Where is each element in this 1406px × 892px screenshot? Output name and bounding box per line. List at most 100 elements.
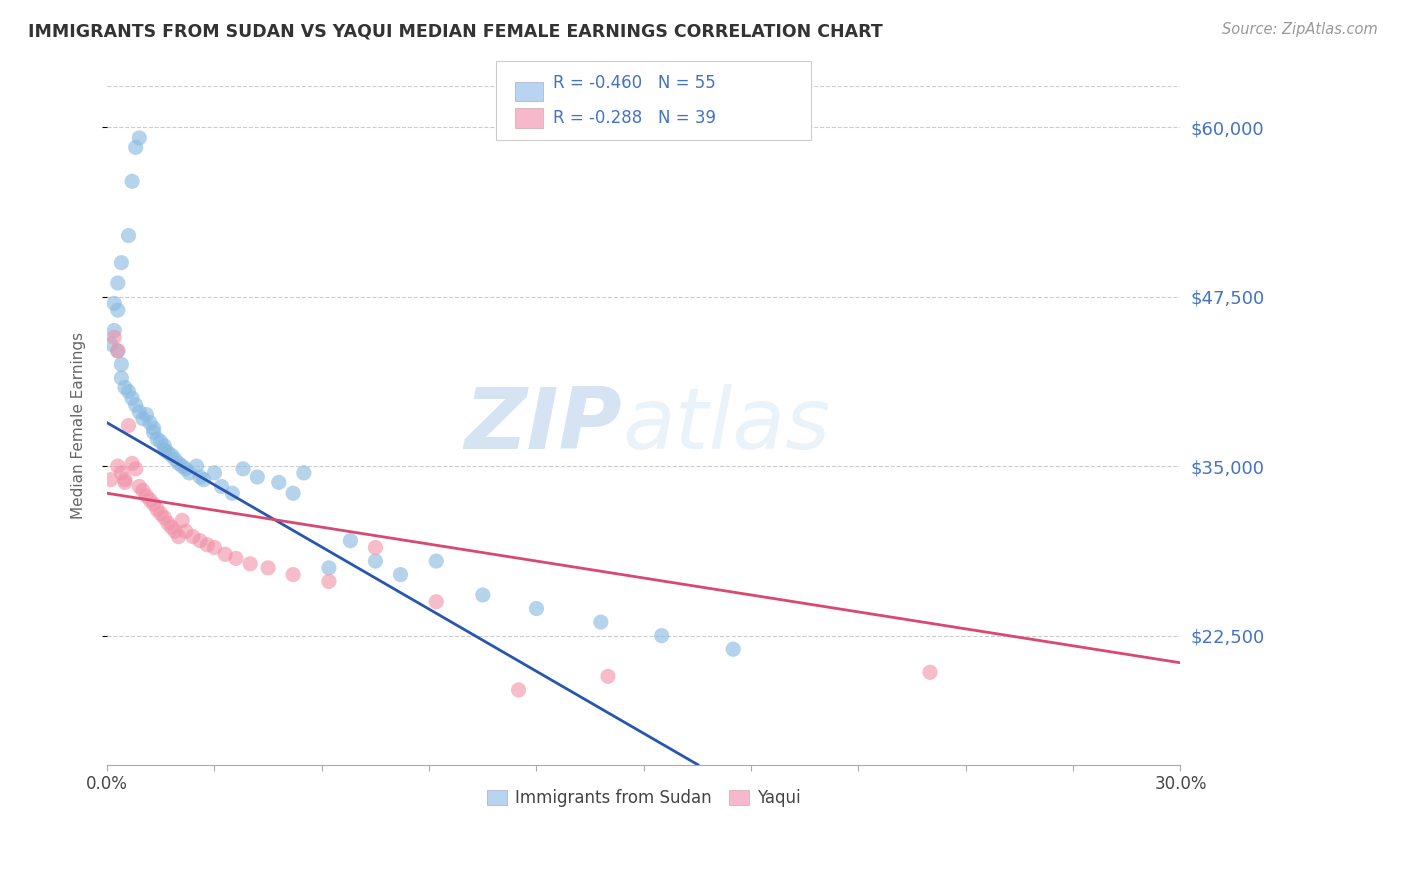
Point bbox=[103, 324, 125, 338]
Point bbox=[172, 513, 194, 527]
Point bbox=[110, 466, 132, 480]
Point bbox=[142, 425, 165, 440]
Point bbox=[918, 665, 941, 680]
Point bbox=[156, 516, 179, 530]
Point bbox=[318, 561, 340, 575]
Point bbox=[128, 405, 150, 419]
Point bbox=[174, 524, 197, 539]
Point bbox=[188, 533, 211, 548]
Text: ZIP: ZIP bbox=[465, 384, 623, 467]
Point bbox=[267, 475, 290, 490]
Point bbox=[181, 530, 204, 544]
Y-axis label: Median Female Earnings: Median Female Earnings bbox=[72, 332, 86, 519]
Point bbox=[202, 541, 225, 555]
Point bbox=[110, 358, 132, 372]
Point bbox=[292, 466, 315, 480]
Point bbox=[110, 371, 132, 385]
Point bbox=[125, 398, 148, 412]
Point bbox=[281, 567, 304, 582]
Point bbox=[100, 473, 122, 487]
Text: Source: ZipAtlas.com: Source: ZipAtlas.com bbox=[1222, 22, 1378, 37]
Point bbox=[121, 457, 143, 471]
Point bbox=[135, 489, 157, 503]
Point bbox=[526, 601, 548, 615]
Text: R = -0.288   N = 39: R = -0.288 N = 39 bbox=[553, 109, 716, 127]
Point bbox=[149, 434, 172, 449]
Point bbox=[651, 629, 673, 643]
Legend: Immigrants from Sudan, Yaqui: Immigrants from Sudan, Yaqui bbox=[481, 782, 807, 814]
Point bbox=[167, 530, 190, 544]
Point bbox=[125, 140, 148, 154]
Point bbox=[153, 439, 176, 453]
Point bbox=[186, 459, 208, 474]
Point bbox=[121, 392, 143, 406]
Point bbox=[589, 615, 612, 629]
Point bbox=[139, 493, 162, 508]
Point bbox=[156, 445, 179, 459]
Point bbox=[128, 479, 150, 493]
Point bbox=[389, 567, 412, 582]
Point bbox=[107, 303, 129, 318]
Point bbox=[364, 554, 387, 568]
Point bbox=[142, 421, 165, 435]
Point bbox=[146, 502, 169, 516]
Point bbox=[195, 538, 218, 552]
Point bbox=[121, 174, 143, 188]
Point bbox=[107, 343, 129, 358]
Point bbox=[174, 462, 197, 476]
Text: IMMIGRANTS FROM SUDAN VS YAQUI MEDIAN FEMALE EARNINGS CORRELATION CHART: IMMIGRANTS FROM SUDAN VS YAQUI MEDIAN FE… bbox=[28, 22, 883, 40]
Point bbox=[107, 276, 129, 290]
Point bbox=[179, 466, 201, 480]
Point bbox=[160, 520, 183, 534]
Point bbox=[318, 574, 340, 589]
Point bbox=[142, 497, 165, 511]
Point bbox=[425, 595, 447, 609]
Point bbox=[221, 486, 243, 500]
Point bbox=[723, 642, 745, 657]
Point bbox=[232, 462, 254, 476]
Point bbox=[149, 507, 172, 521]
Point bbox=[364, 541, 387, 555]
Point bbox=[146, 432, 169, 446]
Point bbox=[339, 533, 361, 548]
Point bbox=[425, 554, 447, 568]
Point bbox=[165, 452, 187, 467]
Point bbox=[153, 442, 176, 457]
Point bbox=[114, 380, 136, 394]
Point bbox=[508, 682, 530, 697]
Point bbox=[281, 486, 304, 500]
Point bbox=[596, 669, 619, 683]
Point bbox=[110, 255, 132, 269]
Point bbox=[132, 411, 155, 425]
Point bbox=[225, 551, 247, 566]
Point bbox=[246, 470, 269, 484]
Point bbox=[107, 459, 129, 474]
Point bbox=[165, 524, 187, 539]
Point bbox=[125, 462, 148, 476]
Point bbox=[132, 483, 155, 498]
Point bbox=[103, 296, 125, 310]
Point bbox=[214, 547, 236, 561]
Point bbox=[139, 416, 162, 430]
Point bbox=[172, 459, 194, 474]
Point bbox=[167, 457, 190, 471]
Point bbox=[117, 418, 139, 433]
Text: R = -0.460   N = 55: R = -0.460 N = 55 bbox=[553, 74, 716, 92]
Point bbox=[153, 510, 176, 524]
Point bbox=[103, 330, 125, 344]
Point bbox=[160, 448, 183, 462]
Point bbox=[107, 343, 129, 358]
Point bbox=[117, 384, 139, 399]
Point bbox=[114, 473, 136, 487]
Point bbox=[135, 408, 157, 422]
Point bbox=[114, 475, 136, 490]
Point bbox=[100, 337, 122, 351]
Point bbox=[202, 466, 225, 480]
Point bbox=[471, 588, 494, 602]
Point bbox=[188, 470, 211, 484]
Point bbox=[117, 228, 139, 243]
Point bbox=[193, 473, 215, 487]
Text: atlas: atlas bbox=[623, 384, 831, 467]
Point bbox=[211, 479, 233, 493]
Point bbox=[257, 561, 280, 575]
